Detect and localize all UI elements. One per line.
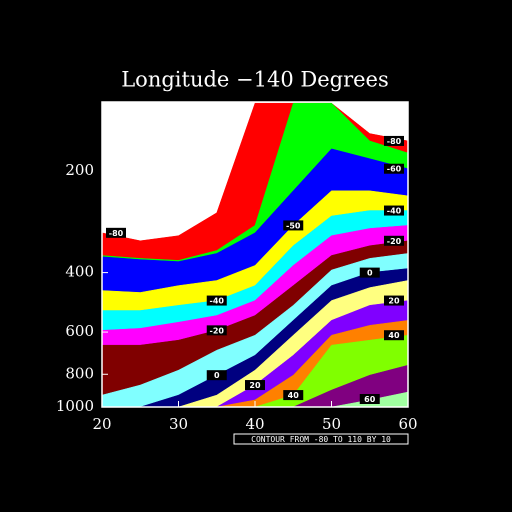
x-tick-label: 50 bbox=[322, 415, 341, 433]
y-tick-label: 400 bbox=[65, 263, 94, 281]
contour-label-text: 20 bbox=[249, 381, 261, 390]
contour-label: 40 bbox=[384, 330, 404, 341]
contour-label: 40 bbox=[283, 390, 304, 401]
y-tick-label: 600 bbox=[65, 322, 94, 340]
contour-label-bg bbox=[384, 235, 404, 246]
contour-label-bg bbox=[206, 370, 227, 381]
contour-label: 20 bbox=[245, 380, 265, 391]
y-tick-label: 800 bbox=[65, 364, 94, 382]
contour-label-text: -40 bbox=[210, 297, 225, 306]
x-tick-label: 30 bbox=[169, 415, 188, 433]
contour-label-text: -80 bbox=[387, 137, 402, 146]
contour-label-text: 20 bbox=[388, 297, 400, 306]
info-box bbox=[233, 433, 409, 445]
plot-area: -80 -80 -60 -50 -40 -40 -20 -20 0 0 20 20 40 40 60 bbox=[102, 102, 408, 407]
x-tick-label: 20 bbox=[92, 415, 111, 433]
contour-label: -80 bbox=[106, 227, 126, 238]
contour-band bbox=[102, 334, 408, 407]
chart-title: Longitude −140 Degrees bbox=[121, 68, 389, 92]
contour-label-bg bbox=[283, 390, 304, 401]
contour-label-bg bbox=[206, 295, 227, 306]
contour-band bbox=[102, 364, 408, 407]
contour-label-text: -80 bbox=[109, 229, 124, 238]
contour-label: 60 bbox=[359, 394, 380, 404]
contour-label: -40 bbox=[384, 205, 404, 216]
x-tick-label: 40 bbox=[245, 415, 264, 433]
contour-label-text: -50 bbox=[286, 221, 301, 230]
contour-band bbox=[102, 320, 408, 407]
contour-label: -20 bbox=[384, 235, 404, 246]
contour-label-text: 0 bbox=[214, 371, 220, 380]
contour-label-text: -40 bbox=[387, 207, 402, 216]
contour-label-text: 40 bbox=[288, 391, 300, 400]
contour-label-bg bbox=[245, 380, 265, 391]
contour-label-text: 60 bbox=[364, 395, 376, 404]
contour-label-bg bbox=[384, 295, 404, 306]
contour-label-bg bbox=[106, 227, 126, 238]
info-label: CONTOUR FROM -80 TO 110 BY 10 bbox=[251, 435, 391, 444]
x-tick-label: 60 bbox=[398, 415, 417, 433]
contour-label: -20 bbox=[206, 325, 227, 336]
contour-label-bg bbox=[359, 267, 380, 278]
y-tick-label: 200 bbox=[65, 161, 94, 179]
contour-label-bg bbox=[384, 163, 404, 174]
contour-label-bg bbox=[384, 135, 404, 146]
contour-label: -40 bbox=[206, 295, 227, 306]
contour-label-text: -20 bbox=[387, 237, 402, 246]
contour-label-text: -20 bbox=[210, 326, 225, 335]
contour-band bbox=[102, 280, 408, 407]
contour-label-bg bbox=[206, 325, 227, 336]
contour-label-bg bbox=[283, 220, 304, 231]
contour-label-text: 40 bbox=[388, 331, 400, 340]
contour-label: -60 bbox=[384, 163, 404, 174]
contour-band bbox=[102, 391, 408, 407]
contour-label-bg bbox=[384, 205, 404, 216]
contour-label: 20 bbox=[384, 295, 404, 306]
contour-label-text: 0 bbox=[367, 269, 373, 278]
contour-label: -80 bbox=[384, 135, 404, 146]
contour-label-text: -60 bbox=[387, 165, 402, 174]
contour-band bbox=[102, 300, 408, 407]
contour-label: -50 bbox=[283, 220, 304, 231]
contour-label-bg bbox=[359, 394, 380, 404]
contour-label: 0 bbox=[206, 370, 227, 381]
contour-label-bg bbox=[384, 330, 404, 341]
contour-label: 0 bbox=[359, 267, 380, 278]
y-tick-label: 1000 bbox=[56, 397, 94, 415]
